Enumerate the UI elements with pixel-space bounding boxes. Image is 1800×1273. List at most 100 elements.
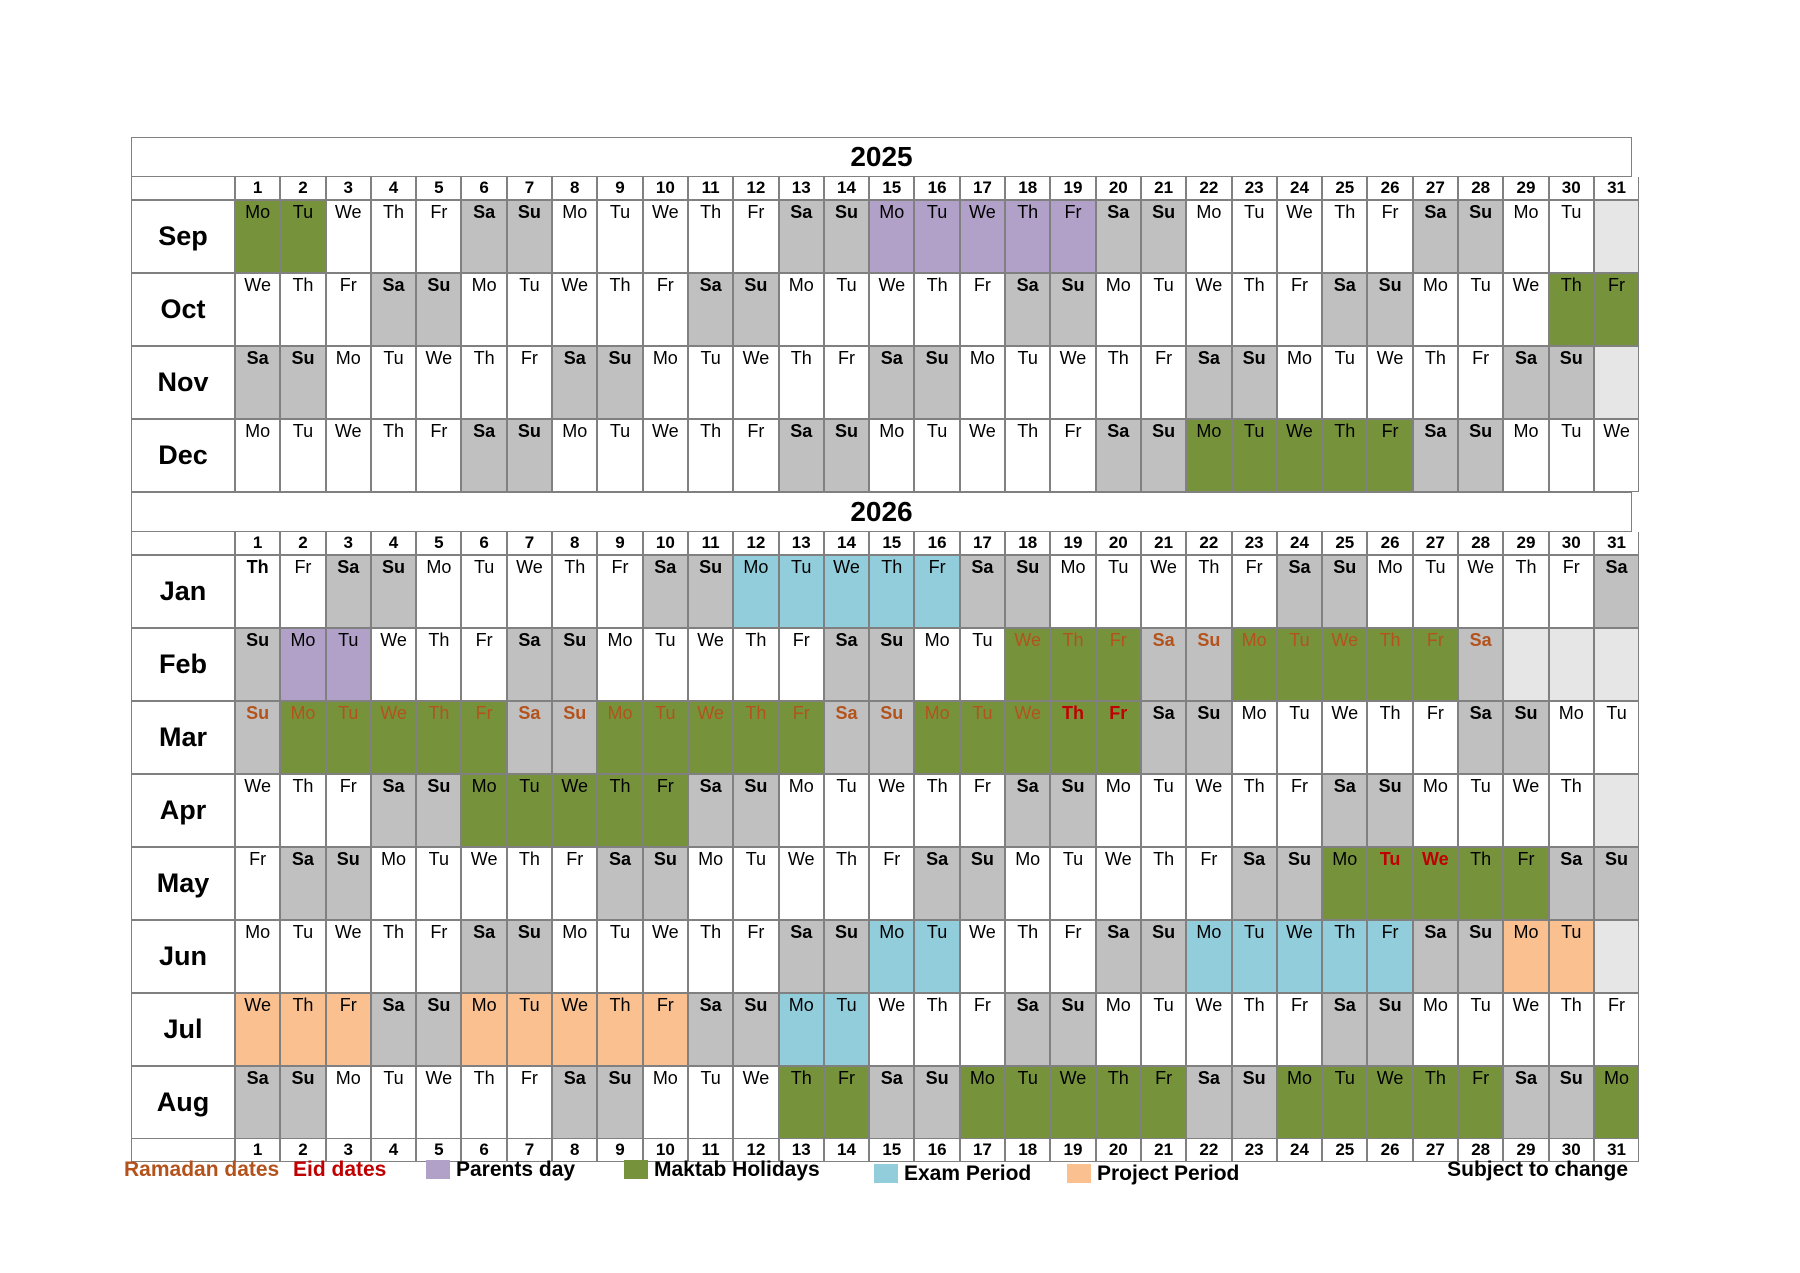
weekday-label: Tu: [519, 776, 540, 796]
day-cell: Th: [416, 628, 462, 701]
day-cell: Su: [325, 847, 371, 920]
weekday-label: Sa: [1107, 922, 1130, 942]
weekday-label: We: [1331, 630, 1359, 650]
weekday-label: Th: [1560, 995, 1582, 1015]
legend: Ramadan dates Eid dates Parents day Makt…: [124, 1158, 1644, 1188]
weekday-label: Th: [1107, 1068, 1129, 1088]
day-cell: Sa: [1412, 920, 1459, 993]
weekday-label: Tu: [1606, 703, 1627, 723]
day-cell: Tu: [1548, 920, 1594, 993]
day-cell: Su: [1458, 419, 1504, 492]
day-cell: We: [959, 920, 1006, 993]
day-cell: Th: [280, 993, 326, 1066]
weekday-label: We: [1331, 703, 1359, 723]
day-cell: Sa: [461, 200, 507, 273]
day-cell: We: [1412, 847, 1459, 920]
weekday-label: Fr: [475, 703, 493, 723]
day-cell: Tu: [1593, 701, 1640, 774]
weekday-label: Tu: [292, 421, 314, 441]
weekday-label: Sa: [1469, 630, 1492, 650]
weekday-label: Th: [1062, 630, 1084, 650]
day-cell: Sa: [1503, 1066, 1549, 1139]
weekday-label: Mo: [1558, 703, 1584, 723]
day-cell: Mo: [1503, 200, 1549, 273]
day-cell: Tu: [1231, 419, 1277, 492]
day-cell: Su: [1322, 555, 1368, 628]
weekday-label: Tu: [972, 703, 993, 723]
weekday-label: We: [651, 922, 679, 942]
day-cell: We: [959, 419, 1006, 492]
day-cell: Su: [869, 628, 915, 701]
weekday-label: We: [1512, 776, 1540, 796]
weekday-label: Fr: [1608, 995, 1626, 1015]
month-label: Jul: [131, 993, 235, 1066]
day-cell: Tu: [1231, 920, 1277, 993]
year-header: 2026: [131, 492, 1632, 532]
weekday-label: Sa: [609, 849, 632, 869]
day-cell: Fr: [1367, 419, 1413, 492]
weekday-label: Su: [699, 557, 723, 577]
day-number: 17: [959, 177, 1006, 200]
legend-ramadan: Ramadan dates: [124, 1158, 280, 1181]
weekday-label: Mo: [924, 703, 950, 723]
weekday-label: Tu: [1334, 348, 1355, 368]
day-cell: Mo: [416, 555, 462, 628]
day-cell: Th: [1005, 200, 1051, 273]
weekday-label: Mo: [1286, 348, 1312, 368]
day-cell: Mo: [461, 993, 507, 1066]
weekday-label: Sa: [835, 703, 858, 723]
weekday-label: Sa: [1016, 776, 1039, 796]
day-cell: Fr: [823, 1066, 870, 1139]
weekday-label: Tu: [700, 1068, 721, 1088]
month-label: Sep: [131, 200, 235, 273]
weekday-label: Sa: [654, 557, 677, 577]
weekday-label: Fr: [656, 995, 674, 1015]
weekday-label: Mo: [652, 1068, 678, 1088]
day-cell: Fr: [1050, 920, 1096, 993]
weekday-label: Su: [1152, 922, 1176, 942]
day-cell: Su: [280, 346, 326, 419]
weekday-label: Fr: [1155, 1068, 1173, 1088]
weekday-label: Fr: [611, 557, 629, 577]
weekday-label: Tu: [519, 275, 540, 295]
weekday-label: Th: [473, 1068, 495, 1088]
weekday-label: Su: [744, 776, 768, 796]
day-cell: Th: [1367, 701, 1413, 774]
day-cell: Fr: [778, 701, 824, 774]
day-cell: Su: [1548, 1066, 1594, 1139]
month-label: May: [131, 847, 235, 920]
weekday-label: Mo: [1060, 557, 1086, 577]
weekday-label: Sa: [1514, 1068, 1537, 1088]
weekday-label: Fr: [1381, 202, 1399, 222]
weekday-label: Su: [517, 421, 541, 441]
weekday-label: Mo: [607, 703, 633, 723]
weekday-label: Fr: [430, 922, 448, 942]
weekday-label: Fr: [294, 557, 312, 577]
weekday-label: Su: [880, 630, 904, 650]
weekday-label: Su: [427, 995, 451, 1015]
day-cell: Mo: [1095, 273, 1141, 346]
weekday-label: Tu: [1244, 922, 1265, 942]
weekday-label: Tu: [836, 995, 857, 1015]
day-cell: Fr: [1503, 847, 1549, 920]
day-number: 25: [1322, 1139, 1368, 1162]
day-cell: Th: [370, 419, 417, 492]
day-cell: Tu: [1548, 419, 1594, 492]
weekday-label: Fr: [792, 630, 810, 650]
weekday-label: Sa: [1514, 348, 1537, 368]
day-cell: We: [1458, 555, 1504, 628]
weekday-label: We: [1286, 202, 1313, 222]
day-number: 23: [1231, 532, 1277, 555]
day-number: 2: [280, 177, 326, 200]
day-cell: Fr: [506, 346, 553, 419]
day-number: 8: [552, 1139, 598, 1162]
day-cell: Su: [370, 555, 417, 628]
weekday-label: Th: [700, 202, 722, 222]
day-cell: Su: [1140, 200, 1187, 273]
weekday-label: Th: [292, 776, 314, 796]
weekday-label: Su: [291, 348, 315, 368]
day-cell: Sa: [1458, 628, 1504, 701]
month-label: Mar: [131, 701, 235, 774]
weekday-label: Sa: [1016, 275, 1039, 295]
day-cell: Tu: [1095, 555, 1141, 628]
